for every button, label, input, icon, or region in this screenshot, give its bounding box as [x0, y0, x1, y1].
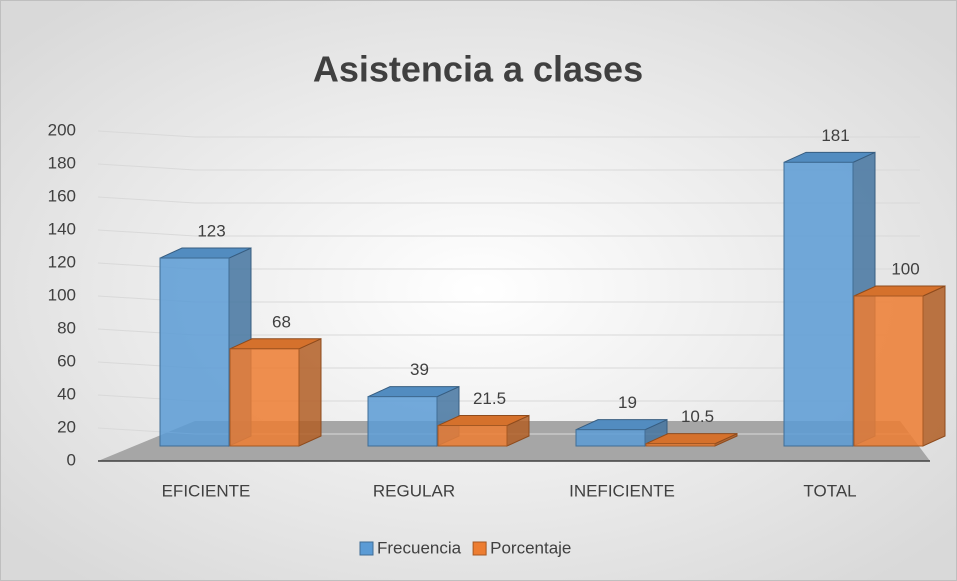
- y-tick-label: 20: [57, 417, 76, 436]
- grid-line: [97, 196, 920, 204]
- bar-front: [575, 429, 646, 447]
- y-tick-label: 140: [48, 219, 76, 238]
- bar-front: [159, 257, 230, 447]
- grid-line: [97, 163, 920, 171]
- x-tick-label: INEFICIENTE: [569, 481, 675, 500]
- bar-front: [645, 443, 716, 447]
- chart-title: Asistencia a clases: [313, 49, 643, 90]
- data-label: 100: [891, 259, 919, 278]
- bar-front: [853, 295, 924, 447]
- y-tick-label: 80: [57, 318, 76, 337]
- data-label: 39: [410, 360, 429, 379]
- legend-swatch: [359, 541, 374, 556]
- bar-front: [437, 425, 508, 447]
- x-tick-label: TOTAL: [803, 481, 856, 500]
- legend-label: Porcentaje: [490, 538, 571, 557]
- y-tick-label: 0: [67, 450, 76, 469]
- data-label: 68: [272, 312, 291, 331]
- y-tick-label: 200: [48, 120, 76, 139]
- data-label: 10.5: [681, 407, 714, 426]
- bar: [853, 285, 946, 447]
- y-tick-label: 120: [48, 252, 76, 271]
- y-tick-label: 160: [48, 186, 76, 205]
- y-tick-label: 180: [48, 153, 76, 172]
- bar: [575, 418, 668, 447]
- data-label: 123: [197, 222, 225, 241]
- bar: [645, 432, 738, 447]
- bar-side: [298, 338, 322, 447]
- y-tick-label: 60: [57, 351, 76, 370]
- data-label: 181: [821, 126, 849, 145]
- bar-front: [783, 161, 854, 447]
- legend-swatch: [472, 541, 487, 556]
- grid-line: [97, 130, 920, 138]
- x-tick-label: REGULAR: [373, 481, 455, 500]
- bar: [229, 338, 322, 447]
- bar-front: [367, 396, 438, 447]
- bar: [437, 414, 530, 447]
- data-label: 19: [618, 393, 637, 412]
- x-tick-label: EFICIENTE: [162, 481, 251, 500]
- grid-line: [97, 229, 920, 237]
- data-label: 21.5: [473, 389, 506, 408]
- y-tick-label: 40: [57, 384, 76, 403]
- y-tick-label: 100: [48, 285, 76, 304]
- legend-label: Frecuencia: [377, 538, 462, 557]
- bar-side: [922, 285, 946, 447]
- bar-front: [229, 348, 300, 447]
